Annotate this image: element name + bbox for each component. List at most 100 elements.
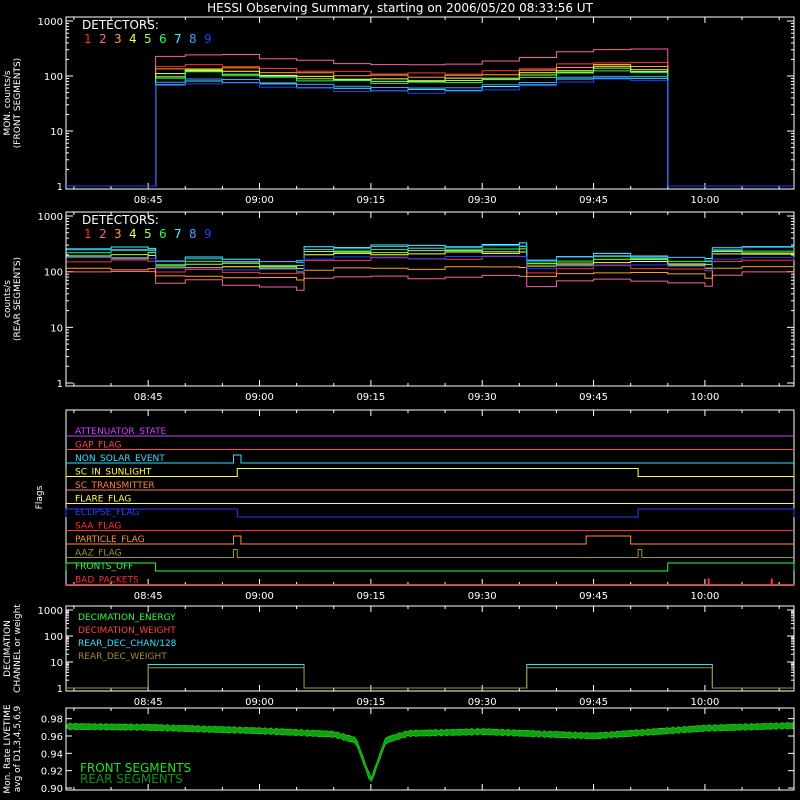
x-tick-label: 09:30: [468, 195, 497, 206]
decimation-legend-item: REAR_DEC_CHAN/128: [78, 639, 177, 649]
detector-legend-item: 8: [189, 227, 197, 241]
y-axis-label-1: counts/s (REAR SEGMENTS): [3, 257, 23, 341]
plot-frame-4: [65, 707, 795, 791]
flag-line-aaz_flag: [66, 549, 794, 558]
x-tick-label: 09:00: [245, 697, 274, 708]
livetime-legend-item: FRONT SEGMENTS: [80, 761, 191, 775]
x-tick-label: 10:00: [691, 195, 720, 206]
detector-legend-item: 4: [129, 227, 137, 241]
detector-legend-item: 3: [114, 227, 122, 241]
y-tick-label: 0.90: [41, 784, 63, 795]
x-tick-label: 09:30: [468, 392, 497, 403]
decimation-series-rear-dec-weight: [66, 667, 794, 689]
detector-legend-item: 2: [99, 227, 107, 241]
flag-label: NON_SOLAR_EVENT: [75, 454, 165, 464]
y-axis-label-line: (REAR SEGMENTS): [13, 257, 23, 341]
detector-legend-item: 2: [99, 32, 107, 46]
detector-legend-item: 4: [129, 32, 137, 46]
x-tick-label: 09:15: [356, 195, 385, 206]
x-tick-label: 09:45: [579, 697, 608, 708]
flag-label: ECLIPSE_FLAG: [75, 508, 139, 518]
x-tick-label: 09:30: [468, 591, 497, 602]
x-tick-label: 10:00: [691, 392, 720, 403]
decimation-legend-item: DECIMATION_ENERGY: [78, 613, 176, 623]
detector-legend-item: 7: [174, 32, 182, 46]
detector-legend-item: 1: [84, 227, 92, 241]
flag-label: PARTICLE_FLAG: [75, 535, 145, 545]
detector-legend-item: 9: [204, 32, 212, 46]
livetime-legend-item: REAR SEGMENTS: [80, 772, 183, 786]
y-axis-label-4: Mon. Rate LIVETIME avg of D1,3,4,5,6,9: [3, 704, 23, 794]
decimation-legend-item: REAR_DEC_WEIGHT: [78, 652, 167, 662]
x-tick-label: 09:00: [245, 591, 274, 602]
flag-label: SC_IN_SUNLIGHT: [75, 468, 152, 478]
y-axis-label-line: CHANNEL or weight: [13, 604, 23, 693]
flag-label: ATTENUATOR_STATE: [75, 427, 167, 437]
detector-legend-item: 9: [204, 227, 212, 241]
plot-frame-3: [65, 605, 795, 692]
plots: 08:45 09:00 09:15 09:30 09:45 10:00 MON. count…: [3, 16, 795, 795]
front-series-detector-8: [66, 75, 794, 187]
y-axis-label-line: MON. counts/s: [3, 70, 13, 135]
flag-label: FLARE_FLAG: [75, 495, 131, 505]
y-tick-label: 100: [44, 72, 63, 83]
x-tick-label: 08:45: [134, 392, 163, 403]
rear-series-detector-3: [66, 266, 795, 281]
flag-line-sc_in_sunlight: [65, 468, 795, 477]
front-series-detector-6: [66, 70, 794, 187]
flag-label: BAD_PACKETS: [75, 576, 139, 586]
y-axis-label-line: (FRONT SEGMENTS): [13, 58, 23, 148]
x-tick-label: 08:45: [134, 591, 163, 602]
y-axis-label-3: DECIMATION CHANNEL or weight: [3, 604, 23, 693]
rear-series-detector-9: [66, 255, 795, 273]
y-tick-label: 1000: [38, 17, 63, 28]
y-tick-label: 100: [44, 632, 63, 643]
y-tick-label: 100: [44, 268, 63, 279]
front-series-detector-1: [66, 61, 794, 187]
x-tick-label: 09:45: [579, 195, 608, 206]
rear-series-detector-2: [66, 270, 795, 291]
x-tick-label: 08:45: [134, 195, 163, 206]
x-tick-label: 09:15: [356, 697, 385, 708]
front-series-detector-9: [66, 78, 794, 187]
flag-line-non_solar_event: [66, 454, 794, 464]
rear-series-detector-6: [66, 245, 795, 267]
plot-frame-1: [65, 211, 795, 387]
livetime-band: [66, 722, 794, 783]
front-series-detector-4: [66, 65, 794, 187]
detector-legend-item: 6: [159, 32, 167, 46]
x-tick-label: 08:45: [134, 697, 163, 708]
y-axis-label-line: DECIMATION: [3, 620, 13, 677]
y-axis-label-line: Flags: [35, 485, 45, 509]
front-series-detector-5: [66, 67, 794, 187]
x-tick-label: 09:45: [579, 591, 608, 602]
x-tick-label: 10:00: [691, 697, 720, 708]
y-axis-label-line: avg of D1,3,4,5,6,9: [13, 705, 23, 792]
y-tick-label: 10: [50, 323, 63, 334]
front-series-detector-2: [66, 48, 794, 187]
flag-label: SC_TRANSMITTER: [75, 481, 155, 491]
front-series-detector-7: [66, 77, 794, 187]
detector-legend-item: 6: [159, 227, 167, 241]
y-tick-label: 10: [50, 658, 63, 669]
x-tick-label: 09:15: [356, 392, 385, 403]
flag-line-fronts_off: [65, 562, 795, 572]
figure-title: HESSI Observing Summary, starting on 200…: [207, 1, 593, 15]
y-tick-label: 1000: [38, 212, 63, 223]
y-axis-label-0: MON. counts/s (FRONT SEGMENTS): [3, 58, 23, 148]
x-tick-label: 09:45: [579, 392, 608, 403]
y-tick-label: 0.98: [41, 715, 63, 726]
flag-label: SAA_FLAG: [75, 522, 121, 532]
y-tick-label: 1: [57, 684, 63, 695]
y-axis-label-2: Flags: [35, 485, 45, 509]
flag-label: FRONTS_OFF: [75, 562, 133, 572]
flag-label: GAP_FLAG: [75, 441, 121, 451]
y-tick-label: 1: [57, 182, 63, 193]
detectors-legend-title: DETECTORS:: [82, 213, 159, 227]
x-tick-label: 09:00: [245, 392, 274, 403]
y-axis-label-line: Mon. Rate LIVETIME: [3, 704, 13, 794]
decimation-legend-item: DECIMATION_WEIGHT: [78, 626, 176, 636]
front-series-detector-3: [66, 63, 794, 187]
detector-legend-item: 5: [144, 227, 152, 241]
